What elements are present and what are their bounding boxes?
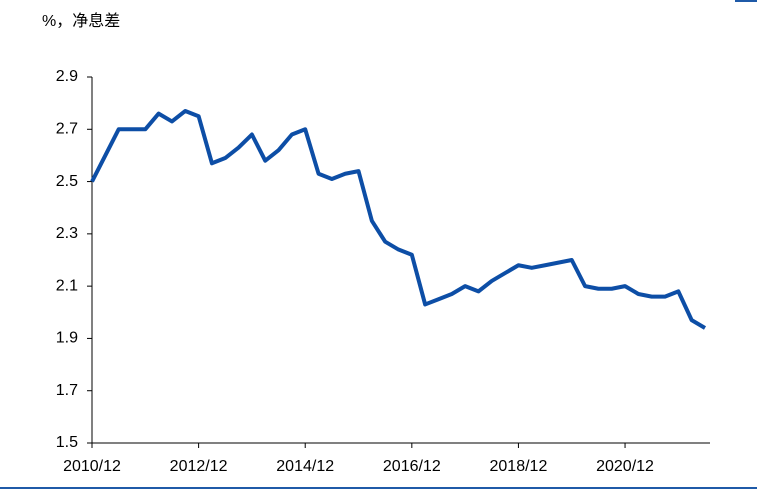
x-tick-label: 2016/12 xyxy=(383,458,441,475)
x-tick-label: 2010/12 xyxy=(63,458,121,475)
x-tick-label: 2020/12 xyxy=(596,458,654,475)
x-tick-label: 2012/12 xyxy=(170,458,228,475)
chart-title: %，净息差 xyxy=(42,12,120,30)
y-tick-label: 2.3 xyxy=(56,225,78,242)
y-tick-label: 1.7 xyxy=(56,382,78,399)
y-tick-label: 2.7 xyxy=(56,121,78,138)
x-tick-label: 2018/12 xyxy=(490,458,548,475)
y-tick-label: 2.1 xyxy=(56,277,78,294)
y-tick-label: 2.5 xyxy=(56,173,78,190)
x-tick-label: 2014/12 xyxy=(276,458,334,475)
y-tick-label: 1.5 xyxy=(56,434,78,451)
y-tick-label: 1.9 xyxy=(56,330,78,347)
y-tick-label: 2.9 xyxy=(56,68,78,85)
data-line xyxy=(90,108,707,330)
